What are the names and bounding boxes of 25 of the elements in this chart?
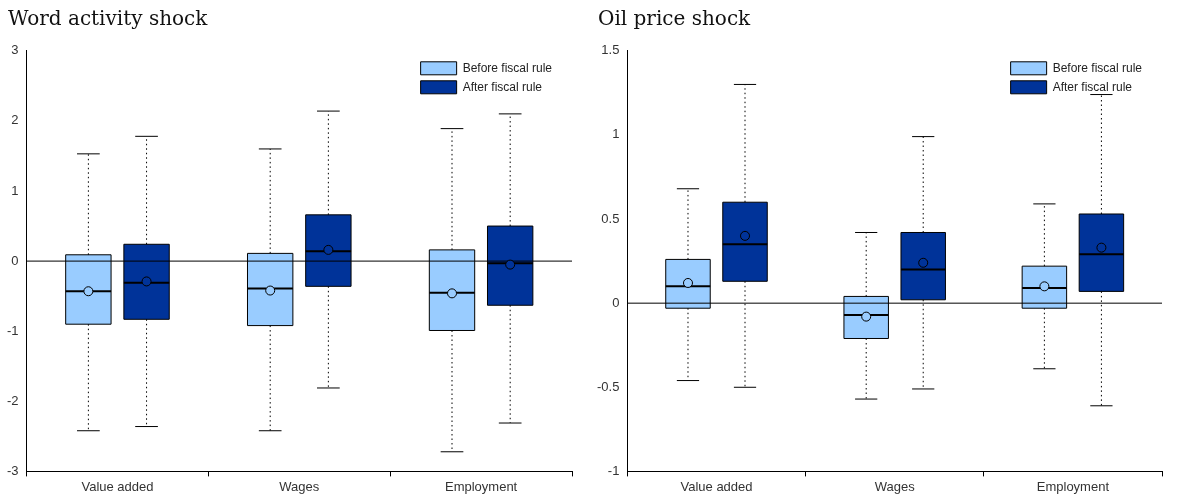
- y-tick-label: -1: [607, 462, 620, 478]
- x-tick-label: Employment: [444, 478, 518, 494]
- y-tick-label: 2: [11, 112, 19, 128]
- x-tick-label: Value added: [81, 478, 154, 494]
- y-tick-label: 0: [612, 294, 620, 310]
- legend-label: Before fiscal rule: [1052, 60, 1143, 75]
- x-tick-label: Value added: [680, 478, 753, 494]
- y-tick-label: -2: [7, 392, 19, 408]
- y-tick-label: 1.5: [601, 42, 620, 58]
- x-tick-label: Employment: [1036, 478, 1110, 494]
- y-tick-label: 1: [11, 182, 19, 198]
- y-tick-label: 0.5: [601, 210, 620, 226]
- x-tick-label: Wages: [279, 478, 320, 494]
- legend-label: After fiscal rule: [1052, 79, 1133, 94]
- y-tick-label: -3: [7, 462, 19, 478]
- chart-title: Word activity shock: [8, 6, 208, 30]
- chart-title: Oil price shock: [598, 6, 751, 30]
- y-tick-label: 3: [11, 42, 19, 58]
- y-tick-label: 1: [612, 126, 620, 142]
- legend-label: After fiscal rule: [462, 79, 543, 94]
- y-tick-label: -0.5: [596, 378, 620, 394]
- legend-label: Before fiscal rule: [462, 60, 553, 75]
- y-tick-label: -1: [7, 322, 19, 338]
- x-tick-label: Wages: [874, 478, 916, 494]
- y-tick-label: 0: [11, 252, 19, 268]
